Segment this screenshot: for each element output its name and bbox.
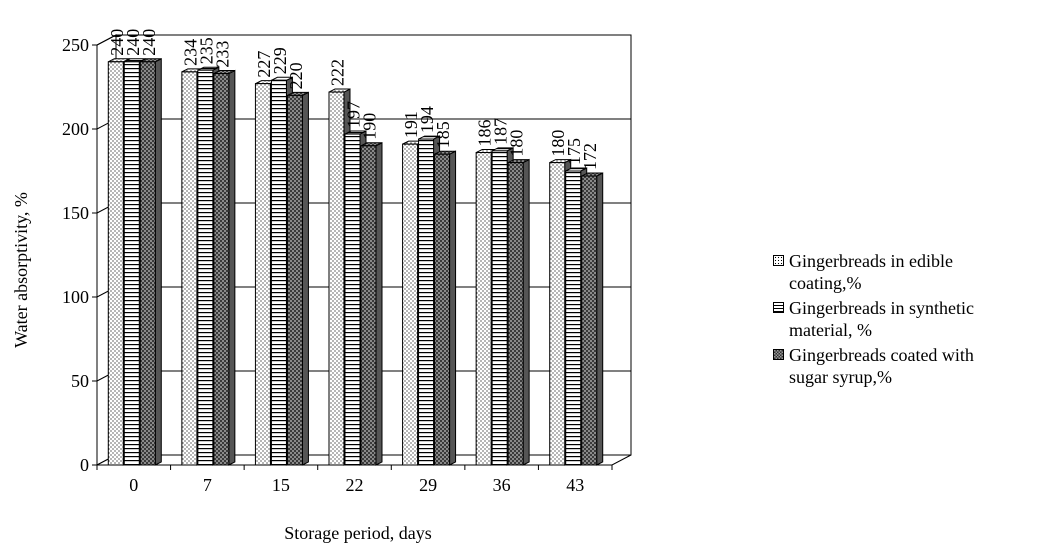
bar [491, 150, 508, 466]
legend-label: Gingerbreads in edible coating,% [789, 250, 953, 294]
bar [507, 162, 524, 466]
x-tick-label: 36 [493, 475, 511, 495]
data-label: 191 [401, 111, 421, 138]
data-label: 227 [254, 51, 274, 78]
data-label: 220 [286, 62, 306, 89]
bar-side [301, 91, 309, 466]
data-label: 240 [139, 29, 159, 56]
bar [270, 79, 287, 466]
bar [107, 61, 124, 466]
y-tick-label: 0 [80, 455, 89, 475]
data-label: 190 [360, 113, 380, 140]
data-label: 185 [433, 121, 453, 148]
data-label: 233 [212, 41, 232, 68]
x-tick-label: 22 [346, 475, 364, 495]
bars [107, 57, 604, 466]
bar [581, 175, 598, 466]
x-tick-label: 43 [566, 475, 584, 495]
data-label: 234 [180, 39, 200, 66]
data-label: 175 [564, 138, 584, 165]
data-label: 240 [123, 29, 143, 56]
legend-label-line: sugar syrup,% [789, 367, 892, 387]
bar [402, 143, 419, 466]
legend-label-line: material, % [789, 320, 872, 340]
legend: Gingerbreads in edible coating,% Gingerb… [773, 250, 1045, 391]
data-label: 187 [491, 118, 511, 145]
data-label: 235 [196, 37, 216, 64]
x-tick-label: 7 [203, 475, 212, 495]
x-axis-title: Storage period, days [284, 523, 431, 543]
data-label: 180 [548, 130, 568, 157]
bar [344, 133, 361, 466]
bar [418, 138, 435, 466]
bar-side [522, 158, 530, 466]
bar [123, 61, 140, 466]
legend-swatch-dots [773, 255, 784, 266]
legend-swatch-crosshatch [773, 349, 784, 360]
bar-side [449, 150, 457, 466]
y-tick-label: 250 [62, 35, 89, 55]
data-label: 172 [580, 143, 600, 170]
bar [565, 170, 582, 466]
bar-side [375, 141, 383, 466]
x-tick-label: 29 [419, 475, 437, 495]
data-label: 229 [270, 47, 290, 74]
bar-side [228, 69, 236, 466]
bar [254, 83, 271, 466]
bar-side [596, 172, 604, 466]
bar [181, 71, 198, 466]
legend-item: Gingerbreads coated with sugar syrup,% [773, 344, 1045, 388]
legend-label-line: Gingerbreads coated with [789, 345, 974, 365]
data-label: 194 [417, 106, 437, 133]
legend-item: Gingerbreads in synthetic material, % [773, 297, 1045, 341]
legend-label-line: Gingerbreads in synthetic [789, 298, 974, 318]
y-tick-label: 150 [62, 203, 89, 223]
bar [434, 153, 451, 466]
bar [475, 152, 492, 466]
y-tick-label: 100 [62, 287, 89, 307]
x-tick-label: 0 [129, 475, 138, 495]
bar [328, 91, 345, 466]
legend-label-line: Gingerbreads in edible [789, 251, 953, 271]
bar [360, 145, 377, 466]
y-tick-label: 200 [62, 119, 89, 139]
bar [197, 69, 214, 466]
y-axis-title: Water absorptivity, % [11, 192, 31, 348]
legend-item: Gingerbreads in edible coating,% [773, 250, 1045, 294]
bar-side [154, 57, 162, 466]
gridline [96, 34, 631, 46]
data-label: 240 [107, 29, 127, 56]
data-label: 197 [344, 101, 364, 128]
bar [213, 73, 230, 466]
legend-swatch-lines [773, 302, 784, 313]
data-label: 222 [328, 59, 348, 86]
legend-label: Gingerbreads in synthetic material, % [789, 297, 974, 341]
bar [286, 94, 303, 466]
legend-label: Gingerbreads coated with sugar syrup,% [789, 344, 974, 388]
bar [549, 162, 566, 466]
bar [139, 61, 156, 466]
legend-label-line: coating,% [789, 273, 862, 293]
x-tick-label: 15 [272, 475, 290, 495]
data-label: 180 [507, 130, 527, 157]
y-tick-label: 50 [71, 371, 89, 391]
data-label: 186 [475, 120, 495, 147]
